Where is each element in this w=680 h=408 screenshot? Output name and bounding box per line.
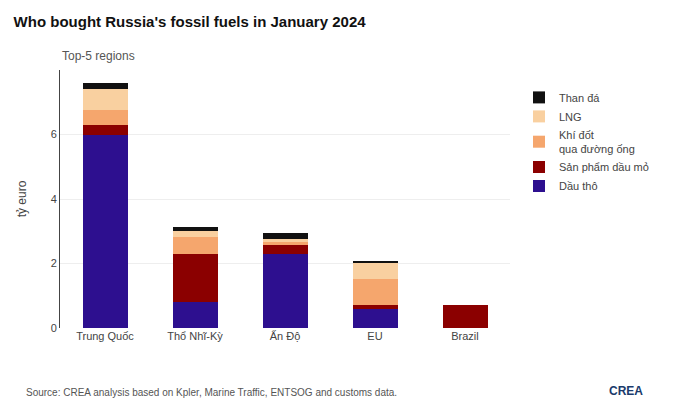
svg-text:Khí đốtqua đường ống: Khí đốtqua đường ống [559, 129, 635, 155]
svg-text:Trung Quốc: Trung Quốc [76, 330, 134, 342]
svg-text:Who bought Russia's fossil fue: Who bought Russia's fossil fuels in Janu… [14, 13, 367, 30]
svg-text:4: 4 [51, 193, 57, 205]
svg-text:6: 6 [51, 128, 57, 140]
svg-text:Thổ Nhĩ-Kỳ: Thổ Nhĩ-Kỳ [167, 330, 223, 342]
svg-text:2: 2 [51, 257, 57, 269]
svg-text:Sản phẩm dầu mỏ: Sản phẩm dầu mỏ [559, 161, 649, 173]
svg-text:LNG: LNG [559, 111, 582, 123]
svg-text:0: 0 [51, 322, 57, 334]
svg-text:Brazil: Brazil [451, 330, 479, 342]
svg-text:EU: EU [367, 330, 382, 342]
svg-text:Ấn Độ: Ấn Độ [270, 330, 301, 342]
svg-text:Source: CREA analysis based on: Source: CREA analysis based on Kpler, Ma… [26, 387, 397, 398]
svg-text:Than đá: Than đá [559, 92, 600, 104]
svg-text:Dầu thô: Dầu thô [559, 180, 598, 192]
svg-text:Top-5 regions: Top-5 regions [62, 49, 135, 63]
svg-text:tỷ euro: tỷ euro [15, 180, 29, 217]
svg-text:CREA: CREA [609, 384, 643, 398]
